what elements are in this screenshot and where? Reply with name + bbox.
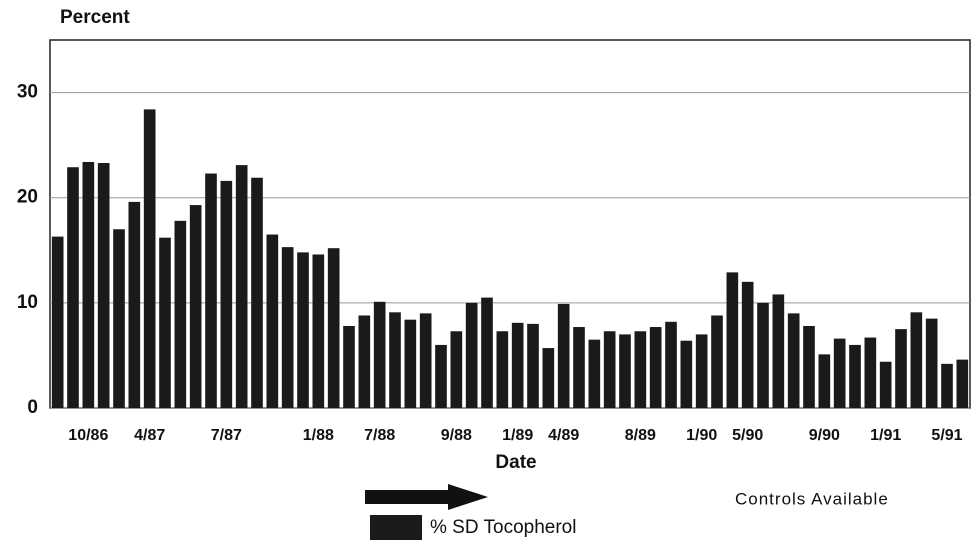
bar	[603, 331, 616, 408]
x-tick-label: 9/90	[809, 427, 840, 444]
bar	[235, 165, 248, 408]
bar	[82, 161, 95, 408]
bar	[496, 331, 509, 408]
bar	[465, 302, 478, 408]
bar	[220, 180, 233, 408]
bar	[895, 329, 907, 408]
bar	[297, 252, 309, 408]
bar	[695, 334, 708, 408]
bar	[51, 236, 64, 408]
bar	[619, 334, 631, 408]
bar	[281, 247, 294, 408]
x-tick-label: 1/91	[870, 427, 901, 444]
bar	[757, 302, 769, 408]
bar	[557, 303, 570, 408]
bar	[481, 297, 493, 408]
annotation: Controls Available	[735, 489, 889, 508]
y-tick-label: 20	[17, 187, 38, 208]
bar	[833, 338, 846, 408]
bar	[956, 359, 969, 408]
bar	[741, 281, 754, 408]
bar	[419, 313, 432, 408]
x-tick-label: 8/89	[625, 427, 656, 444]
bar	[573, 327, 585, 408]
bar	[803, 325, 815, 408]
bar	[542, 348, 555, 408]
bar	[251, 177, 263, 408]
bar	[327, 248, 340, 408]
bar	[818, 354, 831, 408]
bar	[450, 331, 463, 408]
bar	[97, 163, 110, 408]
x-tick-label: 5/90	[732, 427, 763, 444]
bar	[772, 294, 785, 408]
bar	[435, 344, 447, 408]
bar	[726, 272, 739, 408]
bar	[511, 322, 524, 408]
bar	[389, 312, 401, 408]
bar	[941, 363, 953, 408]
bar	[143, 109, 156, 408]
bar	[634, 331, 647, 408]
bar	[925, 318, 938, 408]
bar	[189, 205, 202, 408]
bar	[864, 337, 877, 408]
x-tick-label: 1/90	[686, 427, 717, 444]
legend-swatch	[370, 515, 422, 540]
x-tick-label: 10/86	[68, 427, 108, 444]
bar	[849, 344, 861, 408]
x-tick-label: 1/89	[502, 427, 533, 444]
bar	[128, 201, 141, 408]
plot-frame	[49, 39, 971, 409]
y-tick-label: 30	[17, 82, 38, 103]
bar	[266, 234, 279, 408]
x-tick-label: 9/88	[441, 427, 472, 444]
bar	[649, 327, 662, 408]
bar	[588, 339, 601, 408]
arrow	[365, 484, 488, 510]
y-tick-label: 10	[17, 292, 38, 313]
bar	[680, 340, 693, 408]
bar	[879, 361, 892, 408]
bar	[373, 301, 386, 408]
bar	[358, 315, 371, 408]
x-tick-label: 4/89	[548, 427, 579, 444]
x-tick-label: 4/87	[134, 427, 165, 444]
bar	[67, 167, 79, 408]
bar	[404, 319, 417, 408]
bar	[159, 237, 171, 408]
bar	[527, 323, 539, 408]
bar	[665, 321, 677, 408]
x-tick-label: 7/87	[211, 427, 242, 444]
y-axis-label: Percent	[60, 7, 130, 28]
bar	[910, 312, 923, 408]
bar	[711, 315, 723, 408]
x-tick-label: 5/91	[931, 427, 962, 444]
bar	[174, 220, 187, 408]
bar	[343, 325, 355, 408]
x-axis-label: Date	[495, 452, 536, 473]
y-tick-label: 0	[27, 397, 38, 418]
bar	[205, 173, 217, 408]
bar	[113, 229, 125, 408]
bar	[312, 254, 325, 408]
legend-label: % SD Tocopherol	[430, 517, 576, 538]
x-tick-label: 1/88	[303, 427, 334, 444]
bar	[787, 313, 800, 408]
x-tick-label: 7/88	[364, 427, 395, 444]
